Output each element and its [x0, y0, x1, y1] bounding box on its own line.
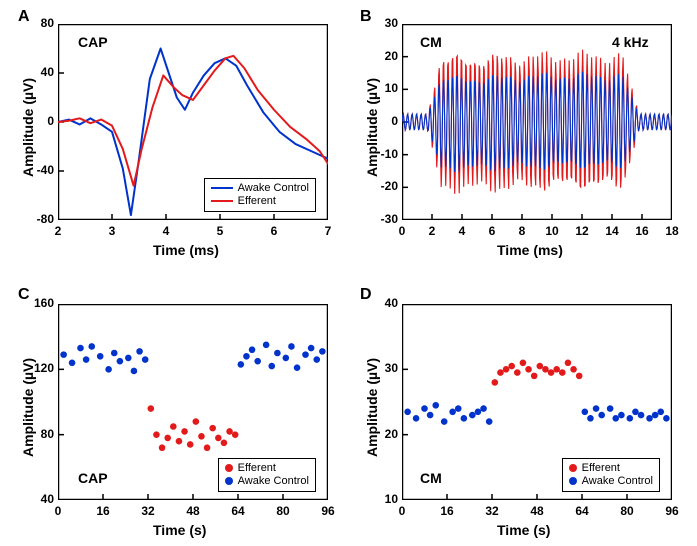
ylabel: Amplitude (µV): [20, 358, 36, 457]
legend-label: Efferent: [238, 462, 276, 475]
ytick-label: 10: [385, 492, 398, 506]
legend-dot-icon: [569, 477, 577, 485]
xtick-label: 64: [570, 504, 594, 518]
xtick-label: 32: [136, 504, 160, 518]
ytick-label: 40: [385, 296, 398, 310]
xtick-label: 7: [316, 224, 340, 238]
ytick-label: 160: [34, 296, 54, 310]
legend-label: Awake Control: [238, 182, 309, 195]
ytick-label: 80: [41, 427, 54, 441]
ytick-label: -10: [381, 147, 398, 161]
ylabel: Amplitude (µV): [364, 78, 380, 177]
xtick-label: 0: [390, 504, 414, 518]
xtick-label: 4: [450, 224, 474, 238]
xlabel: Time (ms): [497, 242, 563, 258]
xtick-label: 64: [226, 504, 250, 518]
legend: EfferentAwake Control: [562, 458, 660, 492]
xtick-label: 8: [510, 224, 534, 238]
ytick-label: -30: [381, 212, 398, 226]
ytick-label: 0: [47, 114, 54, 128]
ytick-label: 30: [385, 361, 398, 375]
xtick-label: 2: [420, 224, 444, 238]
xtick-label: 96: [660, 504, 684, 518]
panel-B: [402, 24, 672, 220]
xtick-label: 4: [154, 224, 178, 238]
legend-label: Efferent: [582, 462, 620, 475]
ytick-label: 30: [385, 16, 398, 30]
legend-item: Efferent: [225, 462, 309, 475]
panel-letter: D: [360, 286, 372, 304]
xlabel: Time (ms): [153, 242, 219, 258]
panel-letter: B: [360, 8, 372, 26]
xtick-label: 6: [480, 224, 504, 238]
panel-annot: CAP: [78, 34, 108, 50]
panel-D: EfferentAwake Control: [402, 304, 672, 500]
legend-item: Awake Control: [211, 182, 309, 195]
ytick-label: -80: [37, 212, 54, 226]
ytick-label: -40: [37, 163, 54, 177]
ytick-label: 40: [41, 492, 54, 506]
xtick-label: 0: [390, 224, 414, 238]
xtick-label: 48: [525, 504, 549, 518]
xlabel: Time (s): [497, 522, 550, 538]
legend-dot-icon: [569, 464, 577, 472]
ytick-label: -20: [381, 179, 398, 193]
figure: Awake ControlEfferent234567-80-4004080AC…: [0, 0, 697, 546]
panel-A: Awake ControlEfferent: [58, 24, 328, 220]
xlabel: Time (s): [153, 522, 206, 538]
xtick-label: 10: [540, 224, 564, 238]
panel-letter: A: [18, 8, 30, 26]
legend-item: Awake Control: [225, 475, 309, 488]
xtick-label: 32: [480, 504, 504, 518]
legend-dot-icon: [225, 464, 233, 472]
panel-annot: CM: [420, 34, 442, 50]
xtick-label: 16: [91, 504, 115, 518]
ytick-label: 120: [34, 361, 54, 375]
xtick-label: 96: [316, 504, 340, 518]
xtick-label: 3: [100, 224, 124, 238]
legend: Awake ControlEfferent: [204, 178, 316, 212]
legend-dot-icon: [225, 477, 233, 485]
legend-label: Awake Control: [238, 475, 309, 488]
ytick-label: 40: [41, 65, 54, 79]
xtick-label: 18: [660, 224, 684, 238]
ylabel: Amplitude (µV): [364, 358, 380, 457]
legend-line-icon: [211, 187, 233, 189]
legend-item: Efferent: [569, 462, 653, 475]
legend-item: Awake Control: [569, 475, 653, 488]
panel-annot: CM: [420, 470, 442, 486]
xtick-label: 14: [600, 224, 624, 238]
xtick-label: 2: [46, 224, 70, 238]
legend: EfferentAwake Control: [218, 458, 316, 492]
panel-annot: CAP: [78, 470, 108, 486]
xtick-label: 48: [181, 504, 205, 518]
xtick-label: 80: [615, 504, 639, 518]
legend-line-icon: [211, 200, 233, 202]
ytick-label: 80: [41, 16, 54, 30]
xtick-label: 5: [208, 224, 232, 238]
legend-item: Efferent: [211, 195, 309, 208]
ylabel: Amplitude (µV): [20, 78, 36, 177]
xtick-label: 16: [630, 224, 654, 238]
legend-label: Efferent: [238, 195, 276, 208]
ytick-label: 20: [385, 49, 398, 63]
xtick-label: 6: [262, 224, 286, 238]
legend-label: Awake Control: [582, 475, 653, 488]
plot-area: [402, 24, 672, 220]
xtick-label: 16: [435, 504, 459, 518]
ytick-label: 0: [391, 114, 398, 128]
panel-letter: C: [18, 286, 30, 304]
ytick-label: 10: [385, 81, 398, 95]
xtick-label: 0: [46, 504, 70, 518]
xtick-label: 12: [570, 224, 594, 238]
xtick-label: 80: [271, 504, 295, 518]
panel-annot-2: 4 kHz: [612, 34, 649, 50]
ytick-label: 20: [385, 427, 398, 441]
